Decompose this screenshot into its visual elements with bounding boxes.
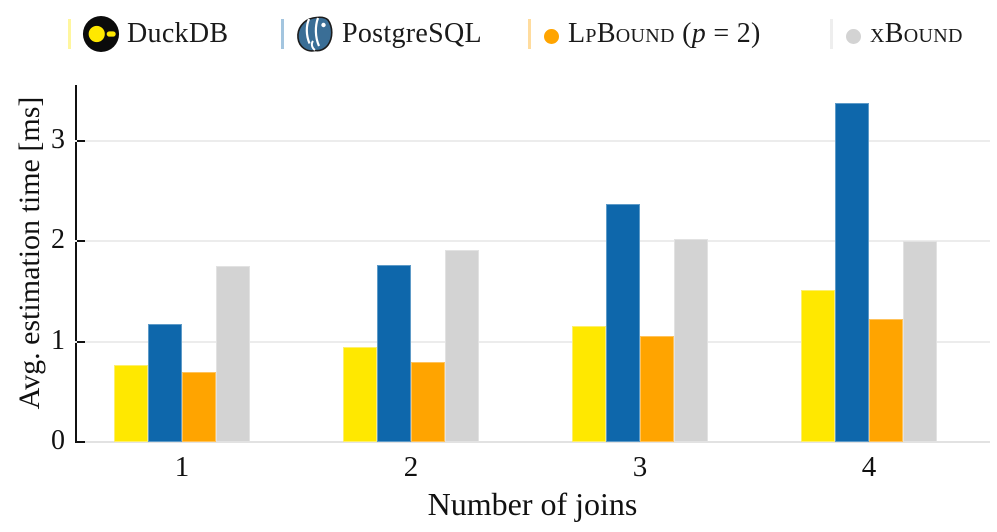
bar-postgresql <box>835 103 869 442</box>
legend-var-p: p <box>691 18 707 49</box>
x-category-label: 2 <box>403 451 419 483</box>
legend-item-xbound: xBound <box>830 8 963 60</box>
x-category-label: 3 <box>632 451 648 483</box>
y-tick <box>77 140 85 143</box>
legend: DuckDB PostgreSQL LpBound (p = 2) xBound <box>0 8 997 60</box>
bar-xbound <box>445 250 479 442</box>
legend-label-xbound: xBound <box>870 18 963 49</box>
bar-duckdb <box>114 365 148 442</box>
xbound-dot-icon <box>844 25 863 44</box>
bar-postgresql <box>606 204 640 442</box>
gridline <box>75 140 990 143</box>
bar-xbound <box>903 241 937 442</box>
legend-label-lpbound: LpBound (p = 2) <box>568 18 761 49</box>
bar-lpbound <box>411 362 445 442</box>
lpbound-dot-icon <box>542 25 561 44</box>
bar-postgresql <box>148 324 182 442</box>
bar-group-3 <box>572 204 708 442</box>
y-tick-label: 2 <box>51 224 65 256</box>
plot-area: 0 1 2 3 1 2 3 4 <box>51 85 990 483</box>
bar-duckdb <box>343 347 377 442</box>
legend-rule-duckdb <box>68 19 71 49</box>
gridline <box>75 240 990 243</box>
bar-lpbound <box>869 319 903 442</box>
y-tick <box>77 240 85 243</box>
bar-postgresql <box>377 265 411 442</box>
x-axis-label: Number of joins <box>427 486 638 522</box>
y-tick <box>77 340 85 343</box>
x-axis-line <box>75 441 990 443</box>
y-tick-label: 1 <box>51 324 65 356</box>
bar-lpbound <box>182 372 216 442</box>
y-tick-label: 0 <box>51 425 65 456</box>
legend-label-postgresql: PostgreSQL <box>342 18 482 49</box>
orange-dot <box>544 28 559 44</box>
legend-item-duckdb: DuckDB <box>68 8 228 60</box>
gray-dot <box>846 28 861 44</box>
legend-rule-lpbound <box>528 19 531 49</box>
legend-rule-xbound <box>830 19 833 49</box>
gridline <box>75 340 990 343</box>
bar-duckdb <box>801 290 835 442</box>
legend-item-lpbound: LpBound (p = 2) <box>528 8 761 60</box>
postgresql-logo-icon <box>295 13 335 55</box>
bar-group-4 <box>801 103 937 442</box>
bar-group-2 <box>343 250 479 442</box>
duckdb-logo-icon <box>82 15 120 53</box>
bar-group-1 <box>114 266 250 442</box>
x-category-label: 4 <box>861 451 877 483</box>
bar-lpbound <box>640 336 674 442</box>
bar-duckdb <box>572 326 606 442</box>
y-tick <box>77 441 85 443</box>
bar-xbound <box>216 266 250 442</box>
x-category-label: 1 <box>174 451 190 483</box>
legend-label-duckdb: DuckDB <box>127 18 229 49</box>
legend-item-postgresql: PostgreSQL <box>281 8 482 60</box>
y-axis-line <box>75 85 77 443</box>
bar-xbound <box>674 239 708 442</box>
legend-rule-postgresql <box>281 19 284 49</box>
y-tick-label: 3 <box>51 124 65 156</box>
